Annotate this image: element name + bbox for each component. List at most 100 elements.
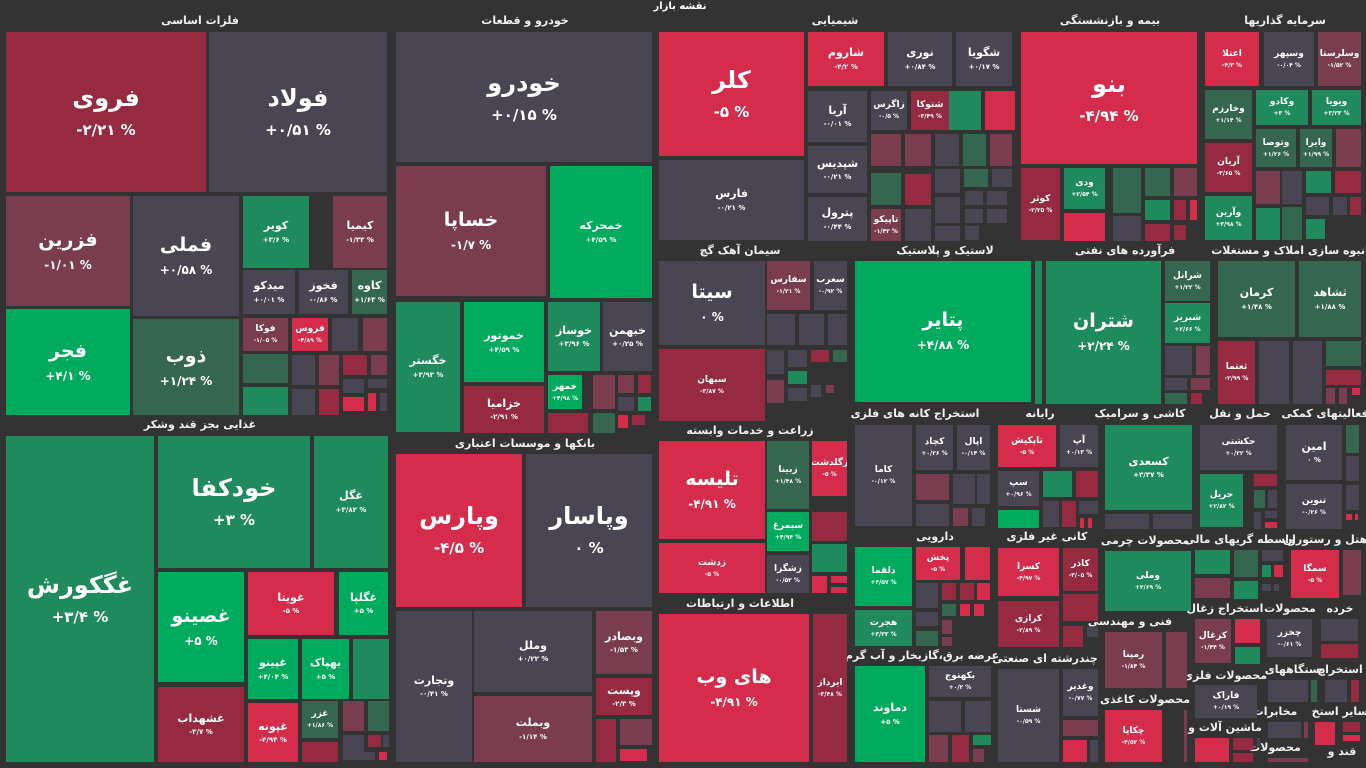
stock-tile[interactable]: شگویا +۰/۱۷ % <box>956 32 1012 86</box>
stock-tile-small[interactable] <box>368 393 376 411</box>
stock-tile-small[interactable] <box>638 397 651 411</box>
stock-tile-small[interactable] <box>1174 168 1197 196</box>
stock-tile-small[interactable] <box>343 397 364 411</box>
stock-tile-small[interactable] <box>1346 514 1352 520</box>
stock-tile-small[interactable] <box>1321 644 1358 658</box>
stock-tile-small[interactable] <box>833 350 847 362</box>
stock-tile-small[interactable] <box>1035 261 1042 404</box>
stock-tile[interactable]: تاپیکو -۱/۴۲ % <box>871 209 901 241</box>
stock-tile-small[interactable] <box>1346 425 1359 453</box>
stock-tile-small[interactable] <box>1234 550 1258 577</box>
stock-tile[interactable]: وسلرستا -۱/۵۲ % <box>1318 32 1361 86</box>
stock-tile-small[interactable] <box>965 701 991 732</box>
stock-tile-small[interactable] <box>1265 511 1277 518</box>
stock-tile[interactable]: وپست -۲/۳ % <box>596 678 652 715</box>
stock-tile-small[interactable] <box>935 134 959 166</box>
stock-tile-small[interactable] <box>935 169 960 193</box>
stock-tile-small[interactable] <box>965 547 990 580</box>
stock-tile-small[interactable] <box>1165 346 1192 375</box>
stock-tile-small[interactable] <box>1174 200 1186 220</box>
stock-tile[interactable]: فارس -۰/۲۱ % <box>659 160 804 240</box>
stock-tile[interactable]: رمپنا -۱/۸۴ % <box>1105 632 1162 688</box>
stock-tile-small[interactable] <box>1282 207 1302 240</box>
stock-tile[interactable]: کزغال -۱/۴۴ % <box>1195 619 1231 663</box>
stock-tile-small[interactable] <box>1196 346 1210 375</box>
stock-tile-small[interactable] <box>972 508 985 526</box>
stock-tile-small[interactable] <box>1166 632 1187 688</box>
stock-tile-small[interactable] <box>1195 550 1230 574</box>
stock-tile[interactable]: وپاسار ۰ % <box>526 454 652 607</box>
stock-tile-small[interactable] <box>1145 168 1170 196</box>
stock-tile-small[interactable] <box>618 397 634 411</box>
stock-tile[interactable]: فملی +۰/۵۸ % <box>133 196 239 316</box>
stock-tile-small[interactable] <box>632 415 645 425</box>
stock-tile-small[interactable] <box>1282 171 1302 204</box>
stock-tile[interactable]: وملل +۰/۲۲ % <box>474 611 592 692</box>
stock-tile[interactable]: میدکو +۰/۰۱ % <box>243 270 295 314</box>
stock-tile[interactable]: وتجارت -۰/۴۱ % <box>396 611 472 762</box>
stock-tile[interactable]: خوساز +۳/۹۶ % <box>548 302 600 371</box>
stock-tile[interactable]: خزامیا -۲/۹۱ % <box>464 386 544 433</box>
stock-tile-small[interactable] <box>371 355 387 375</box>
stock-tile[interactable]: وایرا +۱/۹۹ % <box>1300 129 1332 167</box>
stock-tile[interactable]: بکهنوج +۰/۲ % <box>929 666 991 697</box>
stock-tile-small[interactable] <box>620 719 652 745</box>
stock-tile[interactable]: ودی +۲/۵۴ % <box>1064 168 1105 209</box>
stock-tile-small[interactable] <box>1063 594 1098 621</box>
stock-tile-small[interactable] <box>1306 197 1329 215</box>
stock-tile[interactable]: غزر +۱/۸۶ % <box>302 701 338 738</box>
stock-tile-small[interactable] <box>1233 738 1253 750</box>
stock-tile-small[interactable] <box>292 355 315 385</box>
stock-tile-small[interactable] <box>1304 722 1308 738</box>
stock-tile-small[interactable] <box>363 752 375 760</box>
stock-tile[interactable]: غشهداب -۳/۷ % <box>158 687 244 762</box>
stock-tile[interactable]: خبهمن +۰/۲۵ % <box>603 302 652 371</box>
stock-tile[interactable]: سیمرغ +۴/۹۴ % <box>767 512 809 551</box>
stock-tile-small[interactable] <box>1254 512 1261 529</box>
stock-tile-small[interactable] <box>243 354 288 383</box>
stock-tile[interactable]: فخوز -۰/۸۶ % <box>299 270 348 314</box>
stock-tile[interactable]: سیتا ۰ % <box>659 261 765 345</box>
stock-tile-small[interactable] <box>811 350 829 362</box>
stock-tile[interactable]: چخزر -۰/۶۱ % <box>1267 619 1312 657</box>
stock-tile-small[interactable] <box>998 510 1039 528</box>
stock-tile[interactable]: کرازی -۲/۸۹ % <box>998 601 1059 647</box>
stock-tile-small[interactable] <box>953 508 968 526</box>
stock-tile-small[interactable] <box>1195 578 1230 598</box>
stock-tile[interactable]: کویر +۳/۶ % <box>243 196 309 268</box>
stock-tile[interactable]: دماوند +۵ % <box>855 666 925 762</box>
stock-tile[interactable]: غصینو +۵ % <box>158 572 244 682</box>
stock-tile[interactable]: فوکا -۱/۰۵ % <box>243 318 288 351</box>
stock-tile-small[interactable] <box>332 318 358 351</box>
stock-tile-small[interactable] <box>811 385 821 397</box>
stock-tile-small[interactable] <box>1343 722 1360 732</box>
stock-tile[interactable]: وتوصا +۱/۲۶ % <box>1256 129 1296 167</box>
stock-tile-small[interactable] <box>1293 341 1322 404</box>
stock-tile[interactable]: خموتور +۴/۵۹ % <box>464 302 544 382</box>
stock-tile-small[interactable] <box>1234 581 1258 599</box>
stock-tile-small[interactable] <box>942 620 952 634</box>
stock-tile-small[interactable] <box>788 350 807 367</box>
stock-tile[interactable]: حریل +۲/۸۲ % <box>1200 474 1243 527</box>
stock-tile-small[interactable] <box>1063 740 1087 762</box>
stock-tile-small[interactable] <box>965 226 979 240</box>
stock-tile-small[interactable] <box>977 474 990 504</box>
stock-tile-small[interactable] <box>1268 722 1301 738</box>
stock-tile-small[interactable] <box>985 91 1015 130</box>
stock-tile[interactable]: پترول -۰/۴۴ % <box>808 197 867 241</box>
stock-tile-small[interactable] <box>292 389 315 415</box>
stock-tile[interactable]: خساپا -۱/۷ % <box>396 166 546 296</box>
stock-tile-small[interactable] <box>1076 471 1098 497</box>
stock-tile-small[interactable] <box>548 413 588 433</box>
stock-tile-small[interactable] <box>1043 501 1059 527</box>
stock-tile[interactable]: وبصادر -۱/۵۳ % <box>596 611 652 674</box>
stock-tile-small[interactable] <box>1235 647 1260 664</box>
stock-tile[interactable]: فجر +۴/۱ % <box>6 309 130 415</box>
stock-tile-small[interactable] <box>992 169 1012 187</box>
stock-tile-small[interactable] <box>1153 514 1192 529</box>
stock-tile[interactable]: کاذر -۳/۰۵ % <box>1063 548 1098 591</box>
stock-tile[interactable]: کوثر -۲/۲۵ % <box>1021 168 1060 240</box>
stock-tile-small[interactable] <box>1257 738 1260 746</box>
stock-tile-small[interactable] <box>1256 208 1280 240</box>
stock-tile-small[interactable] <box>243 387 288 415</box>
